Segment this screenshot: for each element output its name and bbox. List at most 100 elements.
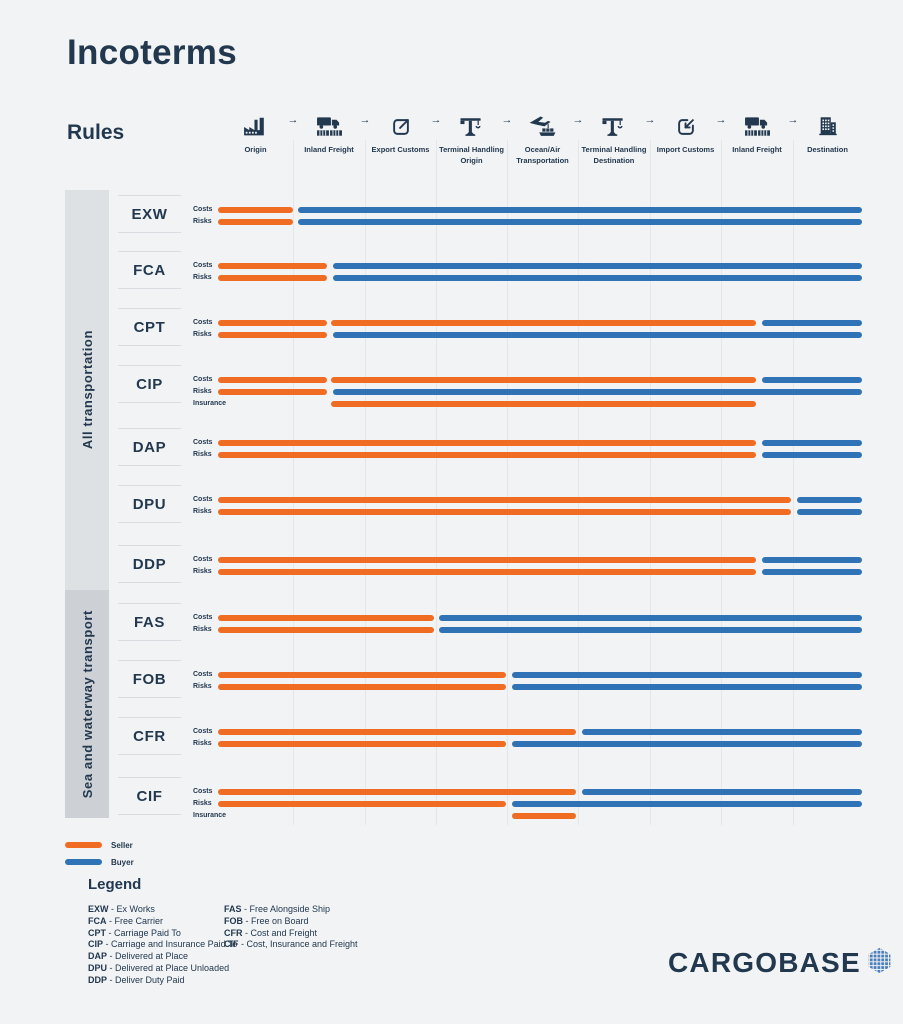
legend-heading: Legend	[88, 876, 142, 893]
bar-segment-buyer	[333, 275, 862, 281]
row-label-risks: Risks	[193, 740, 212, 747]
row-label-costs: Costs	[193, 206, 213, 213]
group-label: All transportation	[79, 330, 95, 450]
bar-segment-buyer	[762, 452, 862, 458]
gridline	[436, 140, 437, 825]
bar-segment-seller	[218, 729, 577, 735]
legend-item-ddp: DDP - Deliver Duty Paid	[88, 975, 237, 987]
brand-name: CARGOBASE	[668, 947, 861, 978]
legend-item-dpu: DPU - Delivered at Place Unloaded	[88, 963, 237, 975]
legend-item-dap: DAP - Delivered at Place	[88, 951, 237, 963]
stage-9: Destination	[793, 104, 862, 156]
bar-segment-buyer	[333, 263, 862, 269]
gridline	[793, 140, 794, 825]
row-label-risks: Risks	[193, 568, 212, 575]
legend-item-name: - Free Carrier	[106, 915, 164, 926]
bar-segment-buyer	[297, 207, 862, 213]
bar-segment-seller	[218, 219, 293, 225]
row-label-costs: Costs	[193, 262, 213, 269]
legend-item-fas: FAS - Free Alongside Ship	[224, 904, 358, 916]
gridline	[293, 140, 294, 825]
row-label-risks: Risks	[193, 626, 212, 633]
plane-ship-icon	[507, 104, 578, 138]
bar-segment-seller	[330, 377, 756, 383]
truck-icon	[293, 104, 365, 138]
factory-icon	[218, 104, 293, 138]
bar-segment-seller	[218, 275, 327, 281]
bar-segment-buyer	[438, 627, 862, 633]
rule-code-ddp: DDP	[118, 545, 181, 583]
legend-item-cpt: CPT - Carriage Paid To	[88, 928, 237, 940]
bar-segment-seller	[218, 389, 327, 395]
row-label-costs: Costs	[193, 671, 213, 678]
bar-segment-seller	[218, 320, 327, 326]
stage-8: Inland Freight	[721, 104, 793, 156]
row-label-insurance: Insurance	[193, 400, 227, 407]
bar-segment-buyer	[796, 497, 862, 503]
stage-label: Destination	[807, 145, 848, 154]
bar-segment-buyer	[512, 684, 862, 690]
group-label: Sea and waterway transport	[79, 609, 95, 799]
bar-segment-buyer	[333, 389, 862, 395]
bar-segment-seller	[218, 615, 434, 621]
legend-item-cif: CIF - Cost, Insurance and Freight	[224, 939, 358, 951]
legend-item-name: - Free Alongside Ship	[241, 904, 331, 914]
bar-segment-seller	[218, 332, 327, 338]
row-label-costs: Costs	[193, 376, 213, 383]
bar-segment-buyer	[762, 440, 862, 446]
legend-item-code: CIF	[224, 939, 239, 950]
arrow-icon: →	[430, 114, 442, 126]
legend-item-code: FOB	[224, 915, 243, 926]
legend-item-name: - Delivered at Place Unloaded	[107, 962, 230, 973]
gridline	[365, 140, 366, 825]
legend-item-fob: FOB - Free on Board	[224, 916, 358, 928]
legend-item-name: - Carriage and Insurance Paid To	[103, 939, 238, 950]
bar-segment-buyer	[581, 729, 862, 735]
rule-code-fob: FOB	[118, 660, 181, 698]
rule-code-cip: CIP	[118, 365, 181, 403]
bar-segment-buyer	[512, 801, 862, 807]
row-label-costs: Costs	[193, 728, 213, 735]
bar-segment-buyer	[762, 569, 862, 575]
arrow-icon: →	[787, 114, 799, 126]
row-label-costs: Costs	[193, 788, 213, 795]
group-band-1: All transportation	[65, 190, 109, 590]
stage-label: Export Customs	[371, 145, 430, 154]
bar-segment-seller	[218, 569, 756, 575]
rule-code-exw: EXW	[118, 195, 181, 233]
row-label-risks: Risks	[193, 683, 212, 690]
building-icon	[793, 104, 862, 138]
legend-column-1: EXW - Ex Works FCA - Free Carrier CPT - Ca…	[88, 904, 237, 987]
stage-label: Origin	[244, 145, 267, 154]
bar-segment-seller	[218, 789, 577, 795]
stage-label: Terminal Handling Origin	[439, 145, 504, 165]
group-band-2: Sea and waterway transport	[65, 590, 109, 818]
legend-item-code: DDP	[88, 974, 108, 985]
legend-column-2: FAS - Free Alongside Ship FOB - Free on B…	[224, 904, 358, 951]
legend-item-name: - Ex Works	[108, 904, 155, 914]
gridline	[650, 140, 651, 825]
arrow-icon: →	[287, 114, 299, 126]
stage-label: Import Customs	[656, 145, 715, 154]
seller-swatch	[65, 842, 102, 848]
bar-segment-seller	[218, 557, 756, 563]
rules-heading: Rules	[67, 121, 125, 144]
row-label-risks: Risks	[193, 218, 212, 225]
gridline	[578, 140, 579, 825]
row-label-risks: Risks	[193, 800, 212, 807]
stage-6: Terminal Handling Destination	[578, 104, 650, 166]
legend-item-name: - Cost and Freight	[242, 927, 318, 938]
legend-item-fca: FCA - Free Carrier	[88, 916, 237, 928]
stage-5: Ocean/Air Transportation	[507, 104, 578, 166]
gridline	[721, 140, 722, 825]
rule-code-fas: FAS	[118, 603, 181, 641]
rule-code-fca: FCA	[118, 251, 181, 289]
seller-swatch-label: Seller	[111, 841, 133, 850]
bar-segment-seller	[218, 672, 506, 678]
bar-segment-seller	[330, 401, 756, 407]
bar-segment-seller	[218, 263, 327, 269]
legend-item-code: FCA	[88, 915, 107, 926]
stage-label: Terminal Handling Destination	[581, 145, 647, 165]
bar-segment-buyer	[796, 509, 862, 515]
legend-item-name: - Delivered at Place	[107, 951, 189, 962]
